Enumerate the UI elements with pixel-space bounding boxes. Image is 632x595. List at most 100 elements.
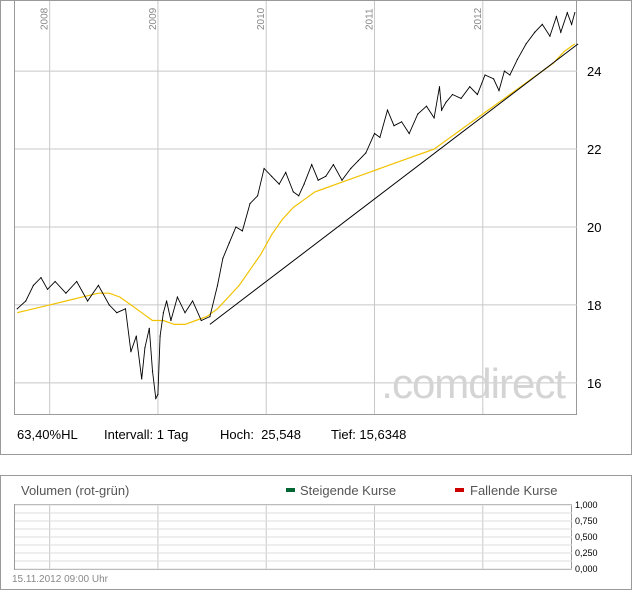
interval-stat: Intervall: 1 Tag (104, 427, 188, 442)
price-point-58 (417, 113, 419, 115)
timestamp: 15.11.2012 09:00 Uhr (12, 574, 109, 585)
volume-gridlines (15, 504, 572, 570)
price-point-32 (228, 242, 230, 244)
price-point-21 (159, 335, 161, 337)
price-point-61 (438, 86, 441, 88)
price-vertical-gridlines (49, 1, 484, 414)
price-point-11 (116, 312, 118, 314)
volume-tick-label-1: 0,750 (575, 516, 598, 526)
price-point-5 (54, 280, 56, 283)
price-point-48 (341, 179, 343, 181)
price-point-74 (525, 43, 527, 45)
price-point-59 (425, 105, 428, 107)
price-tick-label-18: 18 (587, 298, 601, 313)
price-point-76 (541, 23, 543, 25)
price-point-62 (441, 109, 443, 111)
year-label-2009: 2009 (148, 7, 159, 30)
price-tick-label-24: 24 (587, 64, 601, 79)
price-point-78 (555, 16, 558, 18)
price-point-38 (271, 175, 273, 177)
price-point-35 (249, 203, 251, 205)
volume-tick-label-0: 1,000 (575, 500, 598, 510)
price-point-39 (278, 183, 280, 185)
price-point-10 (108, 304, 110, 306)
volume-title: Volumen (rot-grün) (21, 483, 129, 498)
price-point-73 (516, 58, 519, 61)
price-point-12 (124, 308, 127, 310)
high-stat: Hoch: 25,548 (220, 427, 301, 442)
price-point-49 (350, 167, 352, 170)
price-point-36 (257, 195, 259, 197)
volume-y-axis-labels: 1,000 0,750 0,500 0,250 0,000 (575, 500, 598, 574)
price-point-55 (393, 125, 395, 127)
price-point-31 (222, 257, 224, 259)
price-point-22 (162, 312, 164, 314)
price-point-56 (401, 121, 403, 123)
price-point-19 (155, 397, 157, 399)
price-points (16, 12, 576, 399)
price-point-81 (571, 23, 573, 25)
year-axis-labels: 2008 2009 2010 2011 2012 (40, 7, 484, 30)
price-point-23 (166, 300, 168, 302)
rising-legend-swatch (286, 488, 295, 492)
price-point-52 (373, 132, 376, 135)
price-point-67 (476, 93, 478, 96)
price-point-17 (148, 327, 150, 329)
price-horizontal-gridlines (15, 70, 577, 384)
price-point-13 (130, 351, 132, 353)
hl-stat: 63,40%HL (17, 427, 78, 442)
comdirect-watermark: .comdirect (381, 360, 566, 407)
rising-legend-label: Steigende Kurse (300, 483, 396, 498)
price-point-9 (97, 284, 99, 286)
price-point-34 (241, 230, 243, 232)
low-stat: Tief: 15,6348 (331, 427, 406, 442)
price-point-77 (549, 35, 551, 37)
volume-tick-label-4: 0,000 (575, 564, 598, 574)
price-point-8 (87, 300, 89, 302)
volume-tick-label-3: 0,250 (575, 548, 598, 558)
price-point-18 (151, 370, 154, 372)
price-point-51 (365, 152, 367, 154)
price-plot-area (14, 0, 577, 415)
price-y-axis-labels: 16 18 20 22 24 (587, 64, 601, 391)
price-point-7 (76, 280, 78, 283)
price-point-0 (16, 308, 18, 310)
price-point-57 (408, 132, 410, 135)
price-point-79 (560, 31, 562, 33)
price-point-20 (157, 393, 159, 396)
year-label-2011: 2011 (365, 8, 376, 30)
price-point-2 (32, 284, 35, 286)
price-point-63 (445, 101, 447, 103)
price-point-6 (65, 292, 67, 294)
falling-legend-label: Fallende Kurse (470, 483, 557, 498)
price-point-64 (451, 93, 454, 96)
price-point-43 (303, 183, 305, 185)
price-point-46 (325, 175, 327, 177)
price-point-68 (484, 74, 486, 76)
price-point-27 (192, 300, 194, 302)
price-point-33 (235, 226, 237, 228)
price-point-69 (493, 78, 495, 80)
price-tick-label-20: 20 (587, 220, 601, 235)
price-point-53 (379, 136, 381, 138)
price-point-29 (209, 316, 211, 318)
price-point-80 (566, 12, 568, 14)
price-point-42 (298, 195, 300, 197)
price-point-14 (135, 335, 137, 337)
price-point-37 (263, 167, 265, 170)
price-point-25 (176, 296, 178, 298)
falling-legend-swatch (455, 488, 464, 492)
price-point-71 (503, 70, 505, 72)
price-tick-label-16: 16 (587, 376, 601, 391)
price-point-65 (460, 97, 462, 99)
price-point-3 (40, 277, 42, 279)
price-point-75 (534, 31, 536, 33)
price-point-40 (285, 171, 287, 173)
price-point-1 (25, 300, 27, 302)
price-tick-label-22: 22 (587, 142, 601, 157)
price-point-16 (144, 347, 146, 349)
price-point-30 (216, 284, 219, 286)
price-point-66 (469, 86, 471, 88)
